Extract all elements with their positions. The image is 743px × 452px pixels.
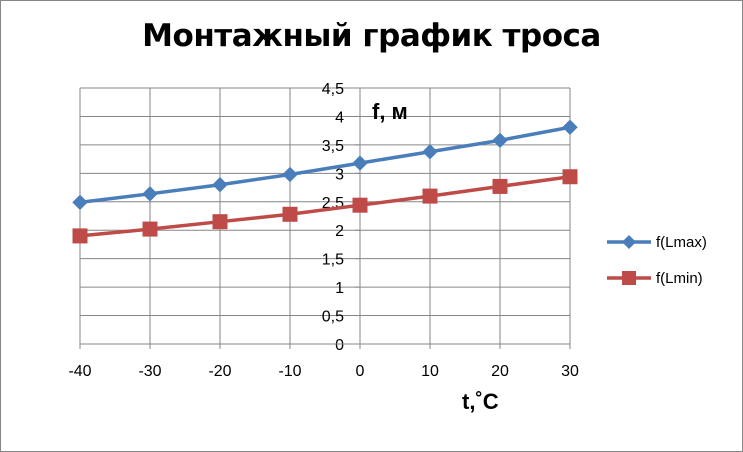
data-point — [352, 197, 368, 213]
y-tick-label: 0 — [335, 337, 344, 354]
data-point — [142, 186, 158, 202]
legend-item: f(Lmax) — [607, 234, 707, 251]
series-line — [79, 175, 571, 238]
y-tick-label: 4,5 — [322, 81, 344, 98]
data-point — [282, 166, 298, 183]
series-1 — [72, 119, 578, 211]
data-point — [142, 221, 158, 237]
data-point — [562, 169, 578, 185]
data-point — [492, 178, 508, 194]
series-line — [79, 125, 571, 205]
x-tick-label: 30 — [561, 363, 579, 380]
x-tick-label: 20 — [491, 363, 509, 380]
x-tick-label: 10 — [421, 363, 439, 380]
data-point — [422, 144, 438, 160]
x-tick-label: -10 — [278, 363, 301, 380]
data-point — [562, 119, 578, 135]
y-tick-label: 2 — [335, 223, 344, 240]
y-tick-label: 3 — [335, 166, 344, 183]
y-tick-label: 1,5 — [322, 252, 344, 269]
y-tick-label: 1 — [335, 280, 344, 297]
x-tick-label: -30 — [138, 363, 161, 380]
data-point — [72, 228, 88, 244]
data-point — [352, 155, 368, 171]
series-group — [72, 119, 578, 244]
data-point — [212, 214, 228, 230]
x-axis-label: t,˚C — [462, 389, 499, 414]
gridlines — [79, 87, 571, 344]
y-tick-label: 0,5 — [322, 309, 344, 326]
legend-marker — [622, 235, 636, 249]
data-point — [422, 188, 438, 204]
x-tick-label: -40 — [68, 363, 91, 380]
data-point — [492, 132, 508, 149]
y-axis: 00,511,522,533,544,5 — [322, 81, 361, 354]
series-2 — [72, 169, 578, 244]
legend-label: f(Lmax) — [656, 234, 707, 251]
x-axis: -40 -30 -20 -10 0 10 20 30 — [68, 343, 579, 380]
legend-label: f(Lmin) — [656, 270, 703, 287]
data-point — [282, 206, 298, 222]
chart-title: Монтажный график троса — [142, 18, 601, 54]
y-axis-label: f, м — [372, 99, 408, 124]
x-tick-label: -20 — [208, 363, 231, 380]
legend-marker — [622, 271, 636, 285]
y-tick-label: 4 — [335, 109, 344, 126]
data-point — [212, 177, 228, 193]
legend: f(Lmax) f(Lmin) — [607, 234, 707, 287]
legend-item: f(Lmin) — [607, 270, 703, 287]
y-tick-label: 3,5 — [322, 138, 344, 155]
x-tick-label: 0 — [356, 363, 365, 380]
data-point — [72, 194, 88, 211]
